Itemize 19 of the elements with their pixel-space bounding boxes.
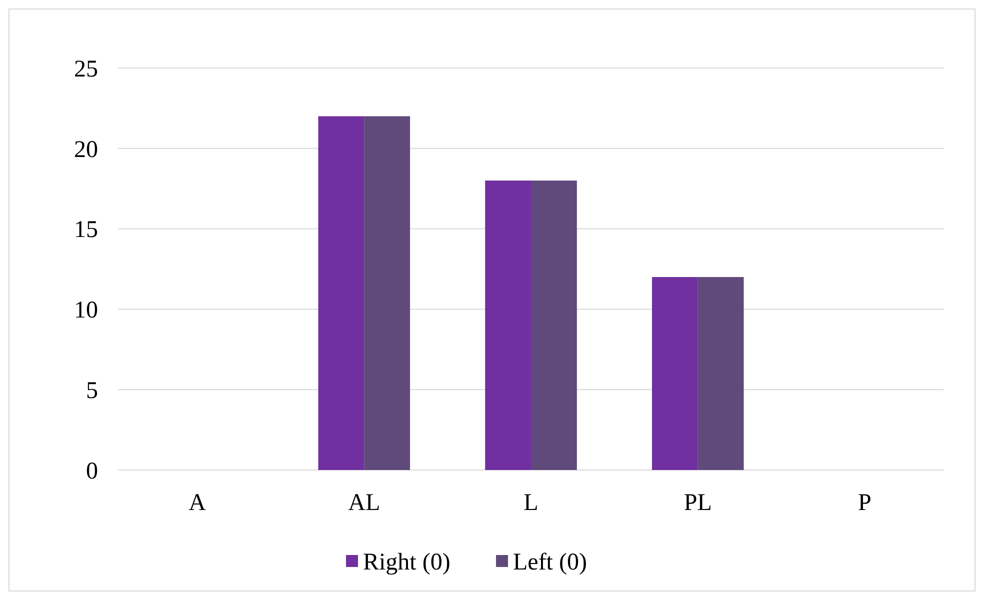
y-tick-label: 20 (74, 136, 98, 163)
legend-label: Left (0) (513, 549, 587, 576)
x-tick-label: A (188, 490, 207, 516)
bar (698, 277, 744, 470)
legend-label: Right (0) (363, 549, 450, 576)
bar (364, 116, 410, 470)
y-tick-label: 0 (86, 458, 98, 484)
x-tick-label: P (858, 490, 872, 516)
bar (531, 180, 577, 470)
y-tick-label: 25 (74, 56, 98, 82)
y-tick-label: 15 (74, 217, 98, 244)
x-tick-label: L (524, 490, 538, 516)
y-tick-label: 10 (74, 298, 98, 324)
x-tick-label: PL (684, 490, 712, 516)
bar (652, 277, 698, 470)
bar (318, 116, 364, 470)
y-tick-label: 5 (86, 378, 98, 404)
bar (485, 180, 531, 470)
x-tick-label: AL (348, 490, 380, 516)
